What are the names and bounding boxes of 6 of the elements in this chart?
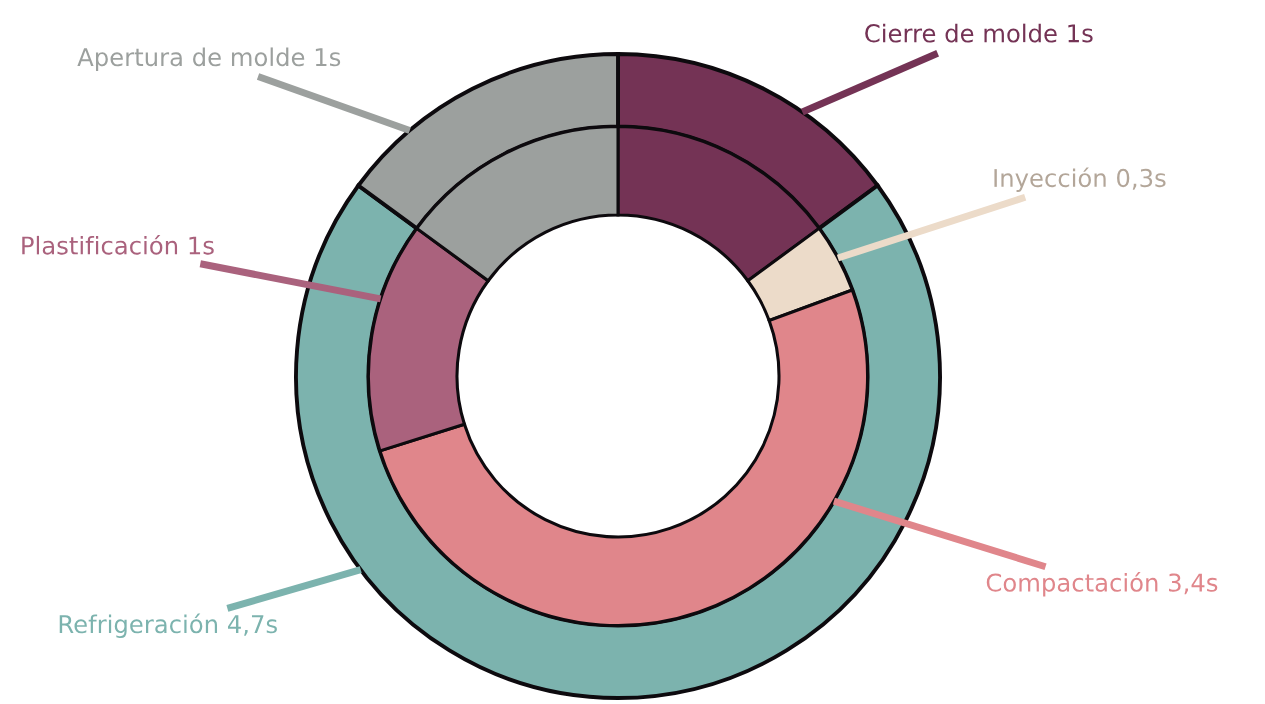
category-label: Inyección 0,3s: [994, 167, 1166, 192]
category-label: Compactación 3,4s: [986, 572, 1218, 597]
slice-label: Cierre de molde 1s: [865, 23, 1093, 43]
slice-label: Refrigeración 4,7s: [59, 613, 277, 639]
slice-label: Apertura de molde 1s: [77, 47, 341, 71]
category-label: Plastificación 1s: [22, 234, 214, 255]
